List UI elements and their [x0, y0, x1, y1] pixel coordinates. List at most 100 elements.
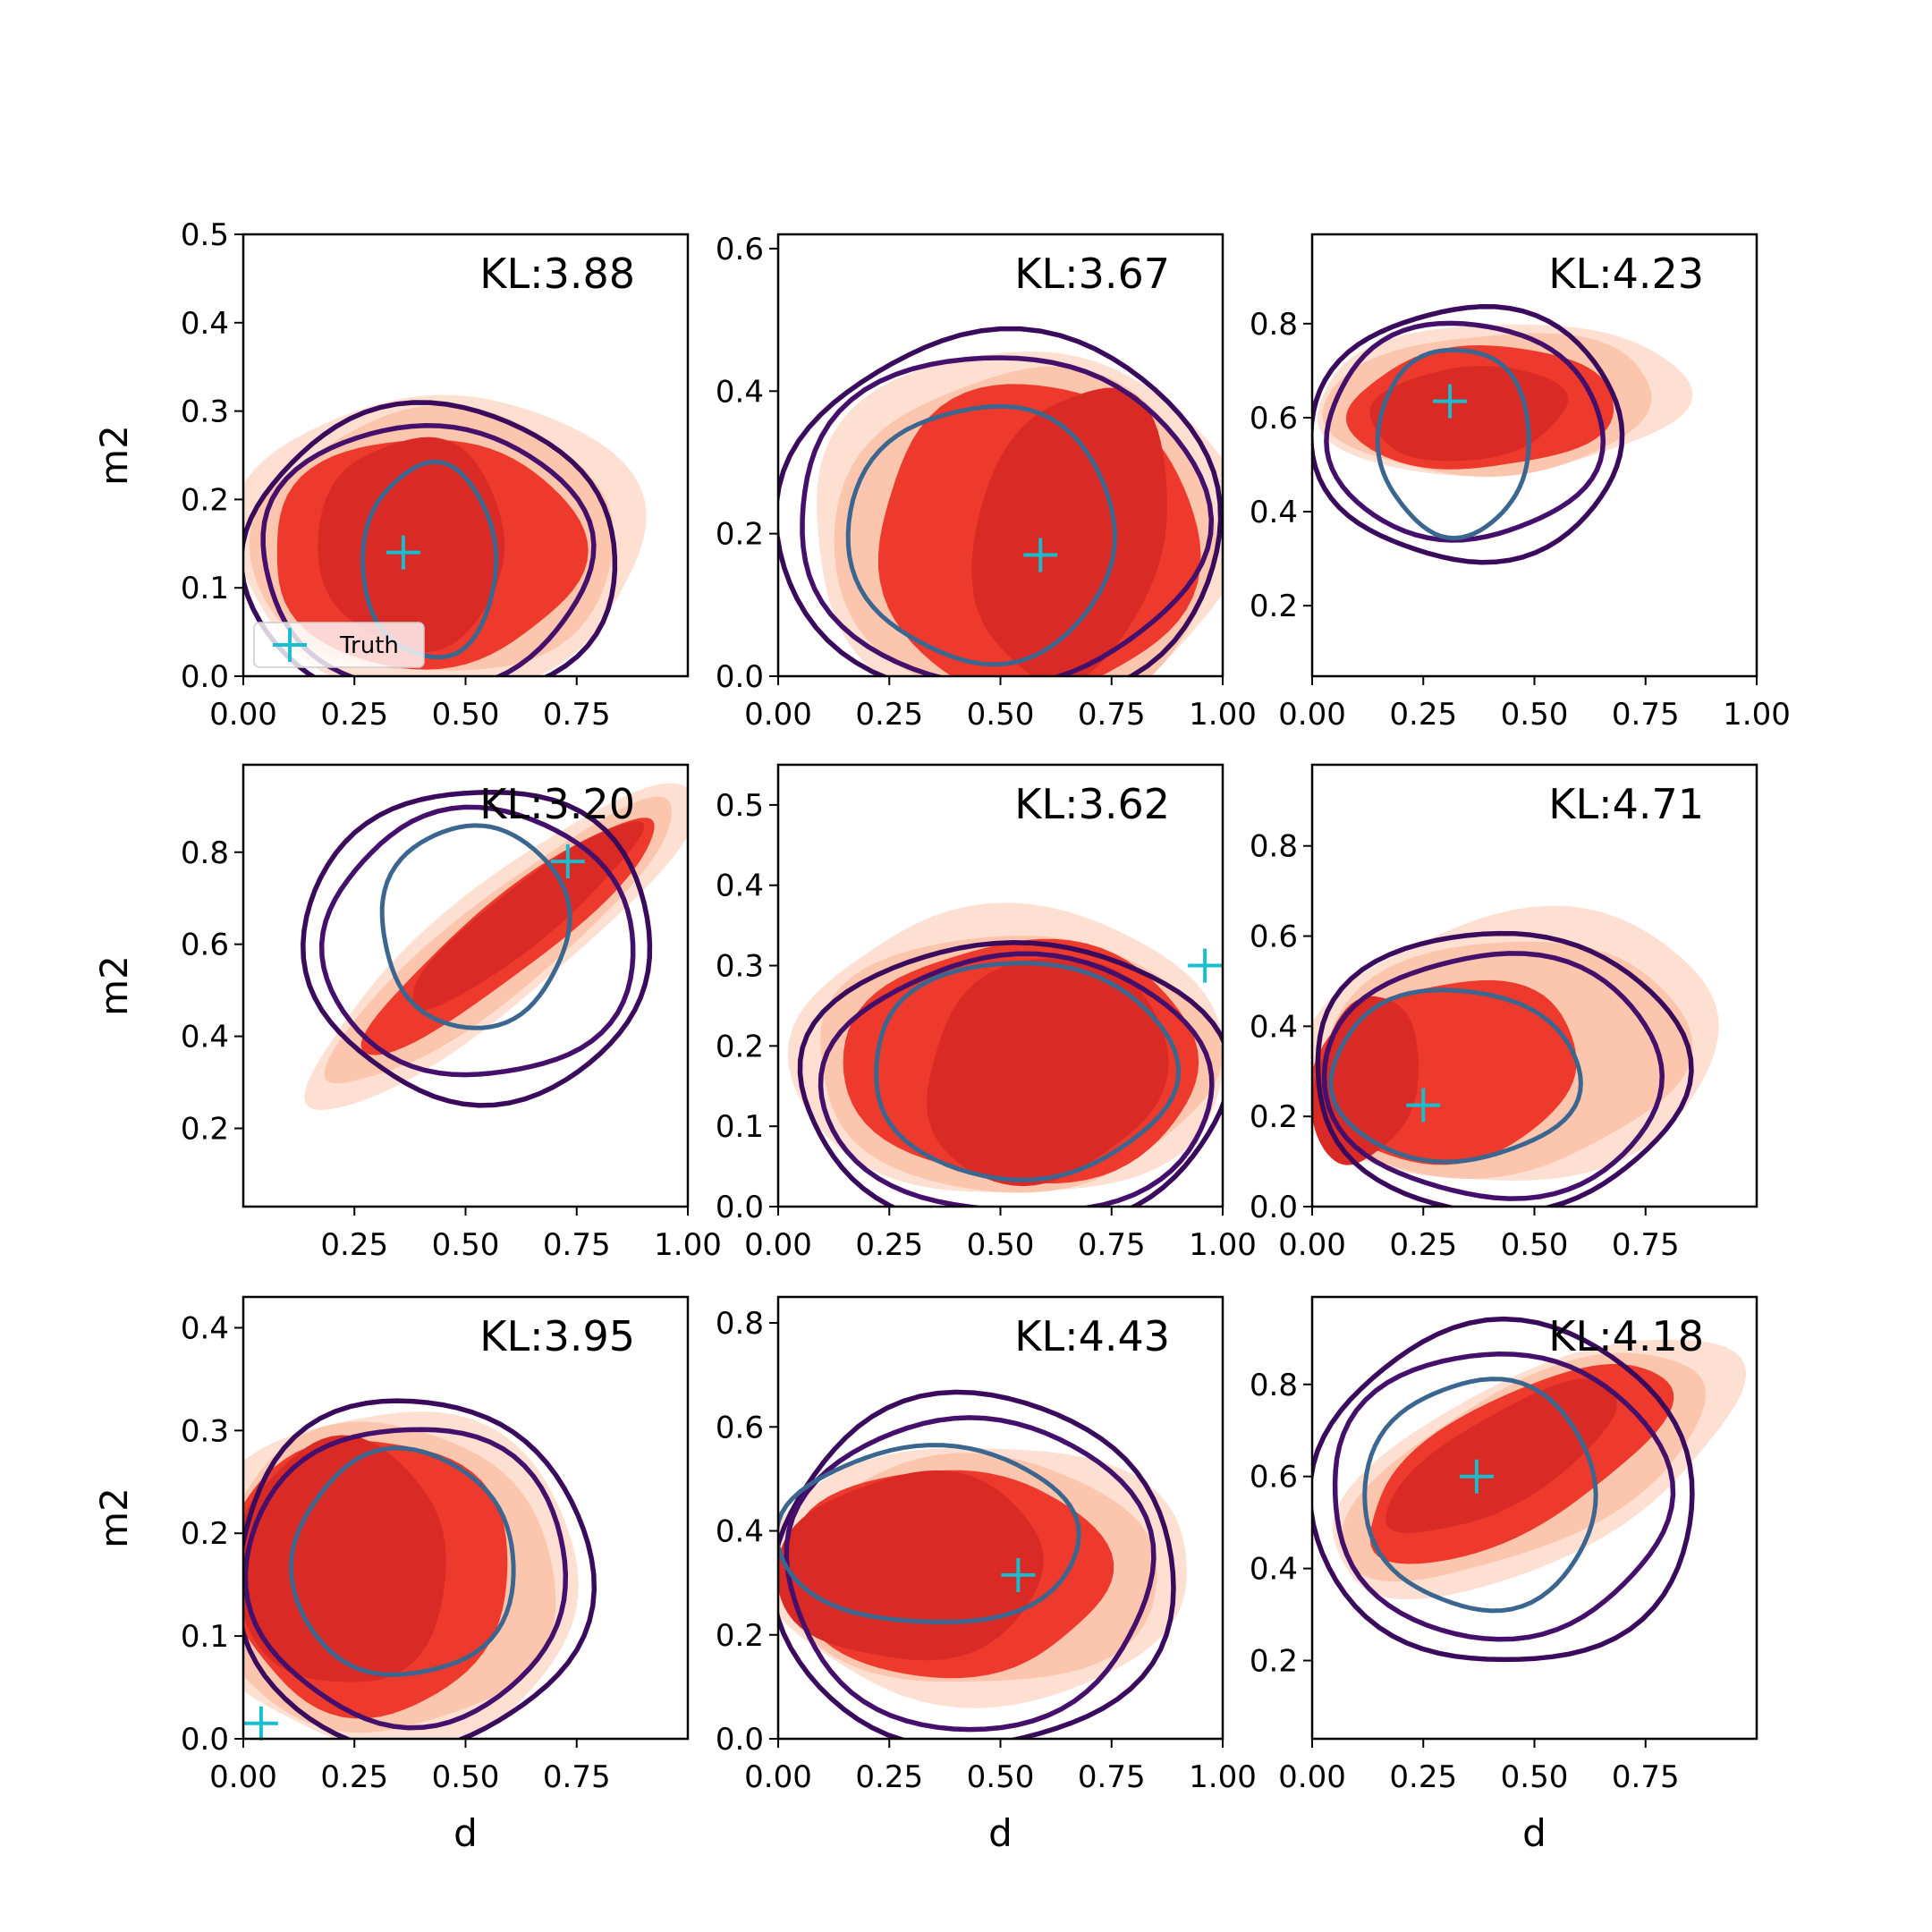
- y-tick-label: 0.0: [716, 659, 764, 695]
- x-tick-label: 0.50: [967, 1227, 1035, 1263]
- kl-annotation: KL:3.88: [479, 250, 635, 298]
- y-tick-label: 0.0: [181, 659, 229, 695]
- y-tick-label: 0.2: [181, 1516, 229, 1552]
- y-tick-label: 0.8: [181, 835, 229, 871]
- x-tick-label: 0.25: [1389, 1227, 1457, 1263]
- y-tick-label: 0.4: [716, 1514, 764, 1550]
- truth-marker: [1023, 538, 1058, 572]
- y-tick-label: 0.2: [181, 482, 229, 518]
- contour-line-3: [1328, 987, 1583, 1165]
- y-tick-label: 0.0: [1250, 1190, 1298, 1225]
- kl-annotation: KL:4.71: [1548, 780, 1704, 828]
- panel-9: KL:4.18 0.00 0.25 0.50 0.75 0.2 0.4 0.6 0.8 d: [1250, 1295, 1758, 1855]
- contour-line-2: [818, 951, 1215, 1207]
- y-tick-label: 0.0: [716, 1190, 764, 1225]
- x-tick-label: 0.00: [744, 1759, 812, 1795]
- y-tick-label: 0.2: [1250, 1099, 1298, 1135]
- x-tick-label: 0.00: [1278, 697, 1346, 733]
- x-tick-label: 0.75: [1078, 697, 1146, 733]
- contour-line-2: [800, 355, 1215, 676]
- plot-area: [243, 1398, 597, 1739]
- contour-line-3: [778, 1443, 1081, 1624]
- y-tick-label: 0.3: [716, 949, 764, 985]
- x-tick-label: 0.25: [320, 697, 388, 733]
- density-fill-level-4: [243, 1435, 446, 1682]
- y-tick-label: 0.3: [181, 394, 229, 430]
- x-tick-label: 0.75: [543, 697, 611, 733]
- contour-line-1: [797, 940, 1223, 1207]
- kl-annotation: KL:3.20: [479, 780, 635, 828]
- legend-label: Truth: [339, 632, 399, 659]
- x-tick-label: 0.50: [967, 697, 1035, 733]
- y-tick-label: 0.2: [716, 517, 764, 553]
- y-tick-label: 0.1: [716, 1109, 764, 1145]
- contour-line-3: [379, 823, 572, 1030]
- contour-line-1: [243, 1398, 597, 1739]
- x-tick-label: 0.50: [967, 1759, 1035, 1795]
- x-tick-label: 0.50: [1501, 697, 1569, 733]
- x-tick-label: 0.00: [1278, 1227, 1346, 1263]
- contour-line-2: [318, 804, 636, 1078]
- x-tick-label: 0.75: [1612, 697, 1680, 733]
- x-tick-label: 1.00: [1189, 697, 1257, 733]
- panel-6: KL:4.71 0.00 0.25 0.50 0.75 0.0 0.2 0.4 0.6 0.8: [1250, 763, 1758, 1263]
- y-tick-label: 0.2: [181, 1112, 229, 1148]
- y-tick-label: 0.4: [716, 869, 764, 904]
- kl-annotation: KL:4.43: [1014, 1312, 1170, 1360]
- x-tick-label: 0.75: [543, 1227, 611, 1263]
- y-tick-label: 0.8: [1250, 1368, 1298, 1403]
- x-tick-label: 0.00: [744, 697, 812, 733]
- truth-marker: [1188, 948, 1223, 983]
- y-tick-label: 0.8: [716, 1306, 764, 1342]
- plot-area: [1312, 905, 1719, 1207]
- x-tick-label: 1.00: [1189, 1227, 1257, 1263]
- x-tick-label: 0.50: [1501, 1227, 1569, 1263]
- truth-marker: [243, 1706, 278, 1741]
- density-fill-level-4: [412, 821, 645, 1011]
- x-axis-label: d: [453, 1811, 478, 1855]
- x-tick-label: 0.25: [855, 697, 923, 733]
- x-tick-label: 0.25: [855, 1227, 923, 1263]
- plot-area: [778, 326, 1223, 676]
- y-tick-label: 0.6: [716, 232, 764, 267]
- contour-line-1: [1315, 930, 1694, 1207]
- x-axis-label: d: [988, 1811, 1013, 1855]
- plot-area: [1312, 1316, 1747, 1663]
- y-tick-label: 0.2: [1250, 1644, 1298, 1680]
- y-tick-label: 0.0: [716, 1722, 764, 1758]
- contour-line-2: [1332, 1352, 1676, 1642]
- y-axis-label: m2: [92, 425, 136, 486]
- x-tick-label: 0.50: [432, 697, 500, 733]
- y-tick-label: 0.4: [1250, 1552, 1298, 1588]
- x-tick-label: 0.50: [432, 1227, 500, 1263]
- truth-marker: [1406, 1088, 1441, 1123]
- contour-line-1: [243, 400, 618, 676]
- contour-line-3: [874, 961, 1182, 1182]
- plot-area: [787, 902, 1223, 1207]
- truth-marker: [550, 844, 585, 879]
- x-tick-label: 0.75: [1612, 1759, 1680, 1795]
- y-tick-label: 0.5: [716, 788, 764, 824]
- y-tick-label: 0.4: [1250, 1009, 1298, 1045]
- x-tick-label: 0.50: [432, 1759, 500, 1795]
- y-tick-label: 0.5: [181, 217, 229, 253]
- y-tick-label: 0.6: [716, 1410, 764, 1445]
- y-tick-label: 0.8: [1250, 307, 1298, 343]
- x-tick-label: 0.00: [744, 1227, 812, 1263]
- y-tick-label: 0.4: [181, 306, 229, 342]
- density-fill-level-4: [778, 1470, 1044, 1661]
- contour-line-2: [1324, 320, 1606, 543]
- x-tick-label: 0.25: [1389, 1759, 1457, 1795]
- y-tick-label: 0.2: [716, 1618, 764, 1654]
- truth-marker: [1001, 1557, 1036, 1592]
- kl-annotation: KL:3.67: [1014, 250, 1170, 298]
- contour-line-1: [778, 1389, 1176, 1739]
- x-tick-label: 0.75: [1078, 1227, 1146, 1263]
- x-tick-label: 0.75: [1612, 1227, 1680, 1263]
- contour-line-2: [260, 422, 597, 676]
- y-axis-label: m2: [92, 1487, 136, 1548]
- y-tick-label: 0.4: [181, 1310, 229, 1346]
- y-axis-label: m2: [92, 955, 136, 1016]
- contour-line-3: [289, 1445, 516, 1677]
- plot-area: [1312, 304, 1693, 565]
